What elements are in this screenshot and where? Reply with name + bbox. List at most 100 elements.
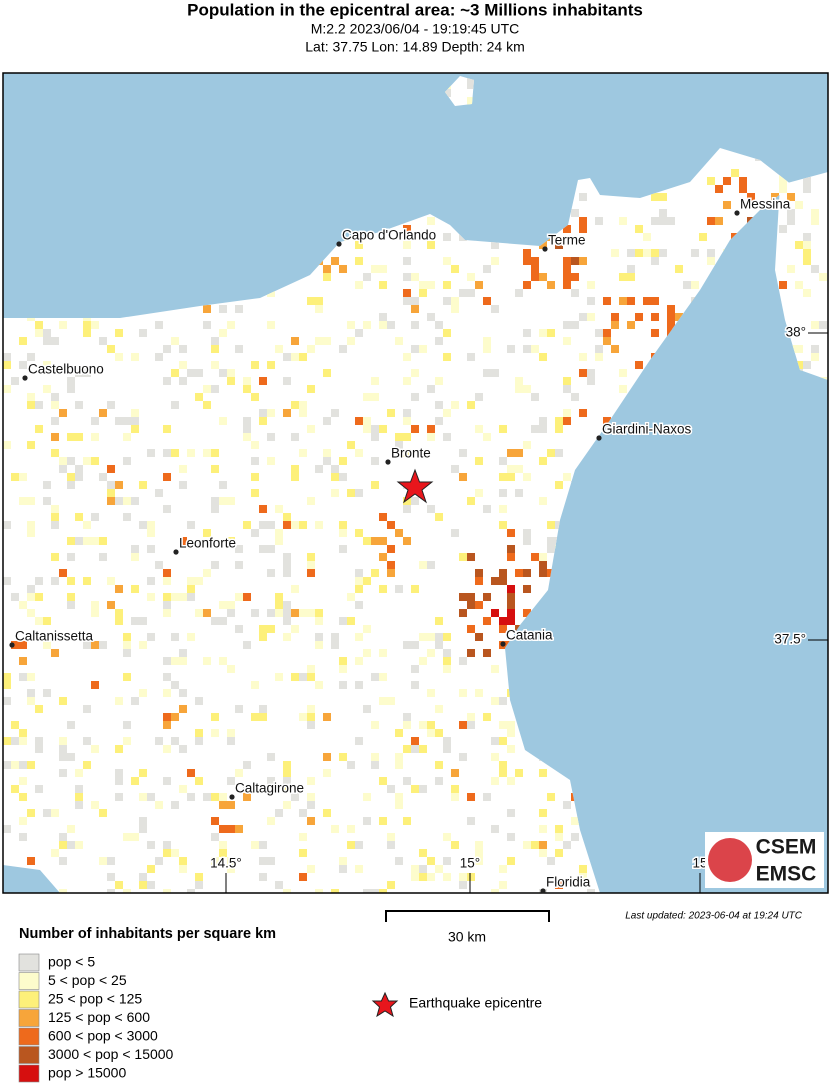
population-cell [411,369,419,377]
population-cell [19,657,27,665]
population-cell [371,265,379,273]
population-cell [307,497,315,505]
population-cell [379,889,387,893]
population-cell [75,465,83,473]
population-cell [59,465,67,473]
population-cell [427,873,435,881]
population-cell [555,417,563,425]
city-label: Giardini-Naxos [602,422,692,437]
population-cell [403,257,411,265]
population-cell [3,673,11,681]
population-cell [323,809,331,817]
population-cell [371,537,379,545]
population-cell [11,593,19,601]
population-cell [107,481,115,489]
population-cell [467,353,475,361]
population-cell [51,633,59,641]
population-cell [339,617,347,625]
population-cell [11,761,19,769]
population-cell [483,617,491,625]
population-cell [27,497,35,505]
population-cell [123,889,131,893]
population-cell [531,393,539,401]
population-cell [651,297,659,305]
population-cell [307,425,315,433]
population-cell [315,337,323,345]
population-cell [75,433,83,441]
population-cell [499,569,507,577]
population-cell [67,537,75,545]
population-cell [315,297,323,305]
population-cell [187,521,195,529]
population-cell [411,737,419,745]
population-cell [443,353,451,361]
population-cell [803,249,811,257]
population-cell [403,241,411,249]
population-cell [115,777,123,785]
population-cell [443,233,451,241]
population-cell [507,609,515,617]
population-cell [443,657,451,665]
population-cell [3,441,11,449]
population-cell [35,577,43,585]
population-cell [27,441,35,449]
population-cell [155,561,163,569]
population-cell [507,529,515,537]
population-cell [539,553,547,561]
population-cell [691,281,699,289]
population-cell [587,313,595,321]
population-cell [51,521,59,529]
population-cell [419,561,427,569]
population-cell [739,185,747,193]
population-cell [427,433,435,441]
population-cell [403,409,411,417]
population-cell [219,481,227,489]
population-cell [91,681,99,689]
population-cell [579,225,587,233]
population-cell [179,649,187,657]
city-dot [596,435,602,441]
population-cell [339,473,347,481]
population-cell [467,601,475,609]
population-cell [59,769,67,777]
population-cell [523,257,531,265]
population-cell [435,337,443,345]
population-cell [243,785,251,793]
population-cell [483,433,491,441]
population-cell [107,497,115,505]
population-cell [115,617,123,625]
population-cell [75,401,83,409]
population-cell [547,857,555,865]
population-cell [467,649,475,657]
population-cell [203,609,211,617]
population-cell [59,745,67,753]
population-cell [267,625,275,633]
population-cell [563,337,571,345]
population-cell [75,841,83,849]
population-cell [635,313,643,321]
population-cell [411,305,419,313]
population-cell [619,385,627,393]
population-cell [467,553,475,561]
population-cell [387,785,395,793]
population-cell [99,537,107,545]
population-cell [435,777,443,785]
population-cell [283,609,291,617]
population-cell [427,281,435,289]
population-cell [131,833,139,841]
population-cell [163,689,171,697]
population-cell [267,289,275,297]
population-cell [779,177,787,185]
population-cell [131,497,139,505]
population-cell [107,401,115,409]
population-cell [123,433,131,441]
population-cell [555,449,563,457]
population-cell [443,857,451,865]
population-cell [147,593,155,601]
population-cell [179,465,187,473]
population-cell [427,729,435,737]
population-cell [259,377,267,385]
population-cell [299,833,307,841]
population-cell [267,521,275,529]
population-cell [147,793,155,801]
